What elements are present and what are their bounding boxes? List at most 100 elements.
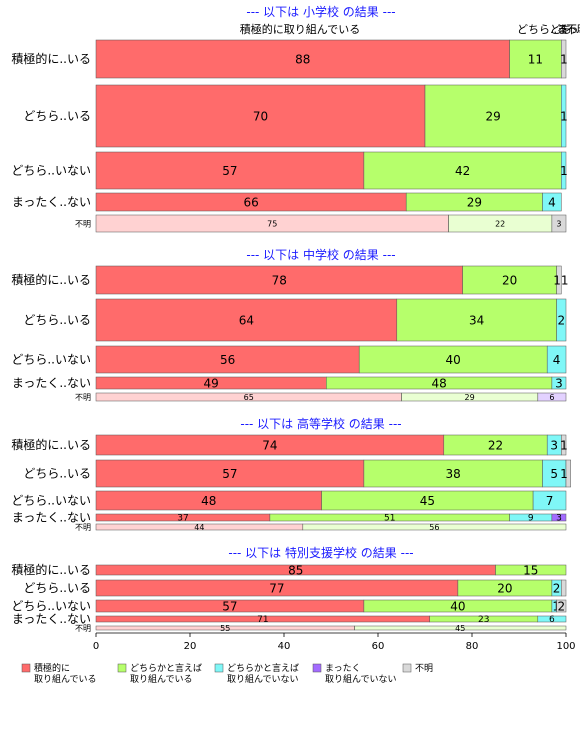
data-label: 3 bbox=[556, 514, 562, 524]
bar-segment bbox=[95, 84, 426, 148]
row-label: まったく..ない bbox=[12, 195, 91, 209]
bar-segment bbox=[354, 625, 567, 631]
data-label: 15 bbox=[523, 563, 538, 577]
bar-segment bbox=[509, 39, 562, 79]
bar-segment bbox=[95, 151, 365, 190]
data-label: 88 bbox=[295, 52, 310, 66]
row-label: どちら..いない bbox=[11, 164, 91, 178]
row-label: 積極的に..いる bbox=[11, 272, 91, 287]
data-label: 29 bbox=[486, 109, 501, 123]
data-label: 55 bbox=[220, 624, 230, 633]
row-label: まったく..ない bbox=[12, 612, 91, 626]
data-label: 49 bbox=[204, 376, 219, 390]
data-label: 48 bbox=[431, 376, 446, 390]
bar-segment bbox=[556, 599, 567, 613]
bar-segment bbox=[495, 564, 567, 576]
row-label: 積極的に..いる bbox=[11, 562, 91, 577]
data-label: 38 bbox=[446, 467, 461, 481]
row-label: 不明 bbox=[75, 624, 91, 633]
bar-segment bbox=[556, 298, 567, 342]
bar-segment bbox=[561, 579, 567, 597]
data-label: 44 bbox=[194, 523, 204, 532]
data-label: 29 bbox=[465, 393, 475, 402]
legend-label: どちらかと言えば bbox=[227, 662, 299, 674]
data-label: 11 bbox=[553, 273, 568, 287]
legend-label: まったく bbox=[325, 663, 361, 674]
data-label: 4 bbox=[548, 195, 556, 209]
bar-segment bbox=[561, 434, 567, 456]
data-label: 45 bbox=[420, 494, 435, 508]
data-label: 9 bbox=[528, 514, 534, 524]
bar-segment bbox=[532, 490, 567, 511]
data-label: 70 bbox=[253, 109, 268, 123]
data-label: 3 bbox=[555, 376, 563, 390]
data-label: 42 bbox=[455, 164, 470, 178]
bar-segment bbox=[363, 151, 562, 190]
bar-segment bbox=[537, 615, 567, 623]
bar-segment bbox=[542, 192, 562, 212]
bar-segment bbox=[95, 345, 360, 374]
bar-segment bbox=[462, 265, 557, 295]
bar-segment bbox=[537, 392, 567, 402]
data-label: 20 bbox=[497, 581, 512, 595]
top-category-label: どち..い bbox=[550, 23, 580, 36]
row-label: どちら..いる bbox=[23, 109, 91, 123]
bar-segment bbox=[95, 459, 365, 488]
data-label: 7 bbox=[546, 494, 554, 508]
data-label: 56 bbox=[220, 353, 235, 367]
data-label: 57 bbox=[222, 599, 237, 613]
legend-label: 積極的に bbox=[34, 662, 70, 674]
data-label: 6 bbox=[549, 615, 555, 625]
data-label: 2 bbox=[557, 599, 565, 613]
data-label: 23 bbox=[478, 615, 489, 625]
row-label: どちら..いる bbox=[23, 581, 91, 595]
row-label: どちら..いない bbox=[11, 353, 91, 367]
legend-label: 取り組んでいる bbox=[130, 673, 193, 685]
data-label: 3 bbox=[556, 219, 561, 228]
top-category-label: まっ..い bbox=[557, 23, 580, 36]
data-label: 57 bbox=[222, 164, 237, 178]
data-label: 1 bbox=[560, 109, 568, 123]
bar-segment bbox=[561, 39, 567, 79]
data-label: 1 bbox=[560, 438, 568, 452]
data-label: 22 bbox=[488, 438, 503, 452]
legend-swatch bbox=[402, 663, 412, 673]
row-label: どちら..いない bbox=[11, 494, 91, 508]
data-label: 37 bbox=[177, 514, 188, 524]
data-label: 48 bbox=[201, 494, 216, 508]
data-label: 75 bbox=[267, 219, 277, 228]
row-label: 不明 bbox=[75, 220, 91, 229]
data-label: 1 bbox=[552, 599, 560, 613]
bar-segment bbox=[561, 84, 567, 148]
row-label: 不明 bbox=[75, 523, 91, 532]
data-label: 65 bbox=[244, 393, 254, 402]
legend-label: どちらかと言えば bbox=[130, 662, 202, 674]
row-label: どちら..いる bbox=[23, 313, 91, 327]
data-label: 66 bbox=[243, 195, 258, 209]
data-label: 85 bbox=[288, 563, 303, 577]
row-label: まったく..ない bbox=[12, 511, 91, 525]
row-label: どちら..いる bbox=[23, 467, 91, 481]
section-title: --- 以下は 特別支援学校 の結果 --- bbox=[228, 545, 413, 560]
bar-segment bbox=[546, 345, 567, 374]
section-title: --- 以下は 小学校 の結果 --- bbox=[246, 4, 395, 19]
data-label: 77 bbox=[269, 581, 284, 595]
legend-label: 取り組んでいる bbox=[34, 673, 97, 685]
row-label: 積極的に..いる bbox=[11, 437, 91, 452]
data-label: 57 bbox=[222, 467, 237, 481]
data-label: 2 bbox=[557, 313, 565, 327]
data-label: 6 bbox=[549, 393, 554, 402]
bar-segment bbox=[556, 265, 562, 295]
section-title: --- 以下は 高等学校 の結果 --- bbox=[240, 416, 401, 431]
data-label: 74 bbox=[262, 438, 277, 452]
section-title: --- 以下は 中学校 の結果 --- bbox=[246, 247, 395, 262]
data-label: 5 bbox=[550, 467, 558, 481]
bar-segment bbox=[95, 39, 510, 79]
legend-swatch bbox=[214, 663, 224, 673]
x-tick-label: 80 bbox=[466, 641, 479, 652]
data-label: 34 bbox=[469, 313, 484, 327]
bar-segment bbox=[95, 265, 463, 295]
bar-segment bbox=[424, 84, 562, 148]
